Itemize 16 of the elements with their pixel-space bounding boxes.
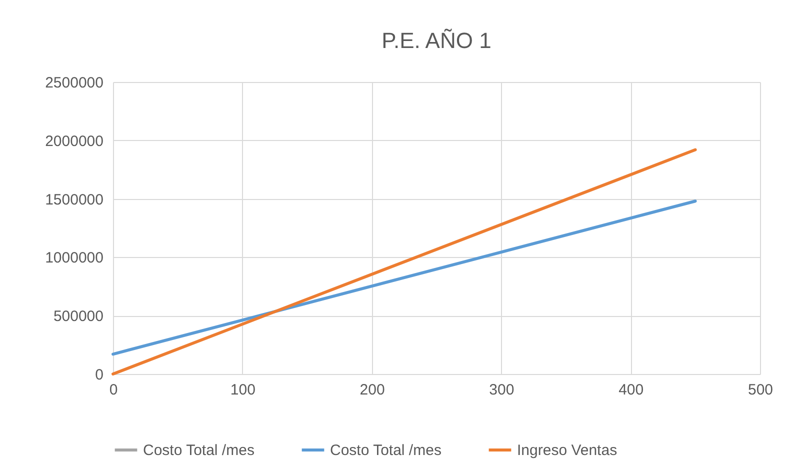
y-tick-label: 1500000 <box>45 191 104 208</box>
x-tick-label: 200 <box>360 382 385 398</box>
legend-label: Costo Total /mes <box>143 442 254 459</box>
legend-label: Ingreso Ventas <box>517 442 618 459</box>
legend-label: Costo Total /mes <box>330 442 442 459</box>
x-tick-label: 300 <box>489 382 514 398</box>
x-tick-label: 400 <box>618 382 644 398</box>
y-tick-label: 1000000 <box>45 250 104 267</box>
chart-title: P.E. AÑO 1 <box>382 28 492 53</box>
x-tick-label: 500 <box>748 382 774 398</box>
x-tick-label: 100 <box>230 382 256 398</box>
y-tick-label: 500000 <box>53 308 104 326</box>
x-tick-label: 0 <box>109 382 118 398</box>
y-tick-label: 2500000 <box>45 74 104 92</box>
y-tick-label: 2000000 <box>45 132 104 150</box>
y-tick-label: 0 <box>95 366 104 384</box>
